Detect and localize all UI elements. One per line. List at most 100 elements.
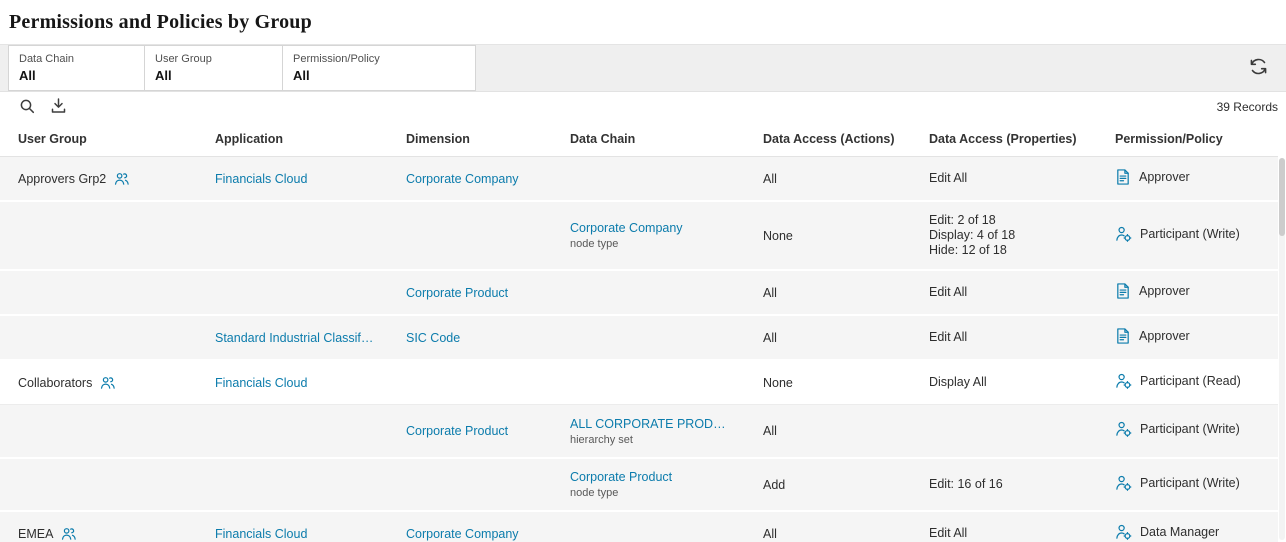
user-group-icon — [61, 527, 77, 541]
application-cell: Standard Industrial Classificatio… — [197, 315, 388, 361]
filter-permission-policy-value: All — [293, 68, 310, 83]
dimension-cell: Corporate Company — [388, 511, 552, 542]
actions-value: None — [763, 375, 793, 390]
table-row[interactable]: Corporate Product ALL CORPORATE PRODUCTS… — [0, 404, 1278, 459]
application-cell — [197, 457, 388, 513]
data-access-properties-cell — [911, 404, 1097, 459]
table-row[interactable]: Corporate Company node type None Edit: 2… — [0, 201, 1278, 271]
column-header-dimension: Dimension — [388, 122, 552, 157]
filter-permission-policy-label: Permission/Policy — [293, 53, 380, 65]
data-chain-cell: ALL CORPORATE PRODUCTS | V1 hierarchy se… — [552, 404, 745, 459]
scrollbar-thumb[interactable] — [1279, 158, 1285, 236]
table-row[interactable]: Collaborators Financials Cloud — [0, 360, 1278, 405]
actions-value: All — [763, 285, 777, 300]
policy-label: Approver — [1139, 284, 1190, 298]
actions-value: All — [763, 526, 777, 541]
user-group-cell — [0, 270, 197, 316]
application-cell — [197, 270, 388, 316]
data-chain-cell — [552, 315, 745, 361]
actions-value: All — [763, 423, 777, 438]
approver-policy-icon — [1115, 282, 1131, 300]
application-link[interactable]: Financials Cloud — [215, 375, 308, 390]
data-access-properties-cell: Edit All — [911, 270, 1097, 316]
filter-bar: Data Chain All User Group All Permission… — [0, 44, 1286, 92]
application-link[interactable]: Standard Industrial Classificatio… — [215, 330, 376, 345]
page-title: Permissions and Policies by Group — [9, 10, 312, 33]
user-group-label: Collaborators — [18, 375, 93, 390]
data-chain-cell — [552, 270, 745, 316]
properties-value: Edit All — [929, 171, 968, 185]
filter-user-group[interactable]: User Group All — [145, 45, 283, 91]
dimension-cell — [388, 201, 552, 271]
table-row[interactable]: Approvers Grp2 Financials Cloud Corporat… — [0, 156, 1278, 202]
refresh-icon — [1249, 57, 1268, 79]
search-button[interactable] — [14, 95, 40, 119]
participant-policy-icon — [1115, 474, 1132, 492]
download-button[interactable] — [45, 95, 71, 119]
data-access-actions-cell: None — [745, 360, 911, 405]
user-group-cell — [0, 457, 197, 513]
dimension-link[interactable]: Corporate Company — [406, 171, 519, 186]
user-group-cell: Approvers Grp2 — [0, 156, 197, 202]
table-toolbar: 39 Records — [0, 92, 1286, 122]
permissions-table: User Group Application Dimension Data Ch… — [0, 122, 1278, 542]
dimension-cell — [388, 457, 552, 513]
data-access-properties-cell: Edit: 2 of 18 Display: 4 of 18 Hide: 12 of… — [911, 201, 1097, 271]
filter-bar-spacer — [476, 45, 1244, 91]
policy-label: Participant (Read) — [1140, 374, 1241, 388]
data-chain-cell — [552, 156, 745, 202]
permission-policy-cell: Participant (Read) — [1097, 360, 1278, 405]
application-link[interactable]: Financials Cloud — [215, 527, 308, 542]
data-access-actions-cell: All — [745, 156, 911, 202]
dimension-link[interactable]: Corporate Company — [406, 527, 519, 542]
column-header-user-group: User Group — [0, 122, 197, 157]
participant-policy-icon — [1115, 420, 1132, 438]
actions-value: All — [763, 171, 777, 186]
permission-policy-cell: Participant (Write) — [1097, 201, 1278, 271]
data-access-properties-cell: Edit All — [911, 156, 1097, 202]
user-group-label: Approvers Grp2 — [18, 171, 107, 186]
filter-data-chain-value: All — [19, 68, 36, 83]
data-access-properties-cell: Display All — [911, 360, 1097, 405]
data-chain-type-label: hierarchy set — [570, 433, 633, 446]
filter-data-chain[interactable]: Data Chain All — [8, 45, 145, 91]
data-access-actions-cell: All — [745, 270, 911, 316]
application-link[interactable]: Financials Cloud — [215, 171, 308, 186]
filter-user-group-label: User Group — [155, 53, 212, 65]
user-group-cell — [0, 404, 197, 459]
permission-policy-cell: Data Manager — [1097, 511, 1278, 542]
data-chain-cell — [552, 511, 745, 542]
data-access-actions-cell: All — [745, 315, 911, 361]
refresh-button[interactable] — [1244, 54, 1272, 82]
table-row[interactable]: EMEA Financials Cloud Corporate Company — [0, 511, 1278, 542]
application-cell: Financials Cloud — [197, 360, 388, 405]
participant-policy-icon — [1115, 523, 1132, 541]
records-count: 39 Records — [1216, 100, 1278, 114]
table-row[interactable]: Standard Industrial Classificatio… SIC C… — [0, 315, 1278, 361]
user-group-label: EMEA — [18, 526, 54, 541]
vertical-scrollbar — [1279, 158, 1285, 540]
table-row[interactable]: Corporate Product All Edit All — [0, 270, 1278, 316]
dimension-cell: SIC Code — [388, 315, 552, 361]
data-chain-type-label: node type — [570, 238, 619, 251]
dimension-link[interactable]: SIC Code — [406, 330, 461, 345]
user-group-cell — [0, 315, 197, 361]
data-access-properties-cell: Edit: 16 of 16 — [911, 457, 1097, 513]
user-group-cell: Collaborators — [0, 360, 197, 405]
page-header: Permissions and Policies by Group — [0, 0, 1286, 44]
data-chain-link[interactable]: ALL CORPORATE PRODUCTS | V1 — [570, 416, 733, 431]
dimension-link[interactable]: Corporate Product — [406, 424, 509, 439]
data-chain-link[interactable]: Corporate Company — [570, 221, 683, 236]
table-row[interactable]: Corporate Product node type Add Edit: 16… — [0, 457, 1278, 513]
dimension-cell: Corporate Company — [388, 156, 552, 202]
column-header-data-access-properties: Data Access (Properties) — [911, 122, 1097, 157]
policy-label: Approver — [1139, 170, 1190, 184]
filter-permission-policy[interactable]: Permission/Policy All — [283, 45, 476, 91]
data-chain-link[interactable]: Corporate Product — [570, 470, 673, 485]
actions-value: None — [763, 228, 793, 243]
dimension-link[interactable]: Corporate Product — [406, 285, 509, 300]
data-chain-cell — [552, 360, 745, 405]
table-body: Approvers Grp2 Financials Cloud Corporat… — [0, 156, 1278, 542]
properties-value: Edit: 16 of 16 — [929, 477, 1003, 492]
search-icon — [19, 98, 35, 117]
